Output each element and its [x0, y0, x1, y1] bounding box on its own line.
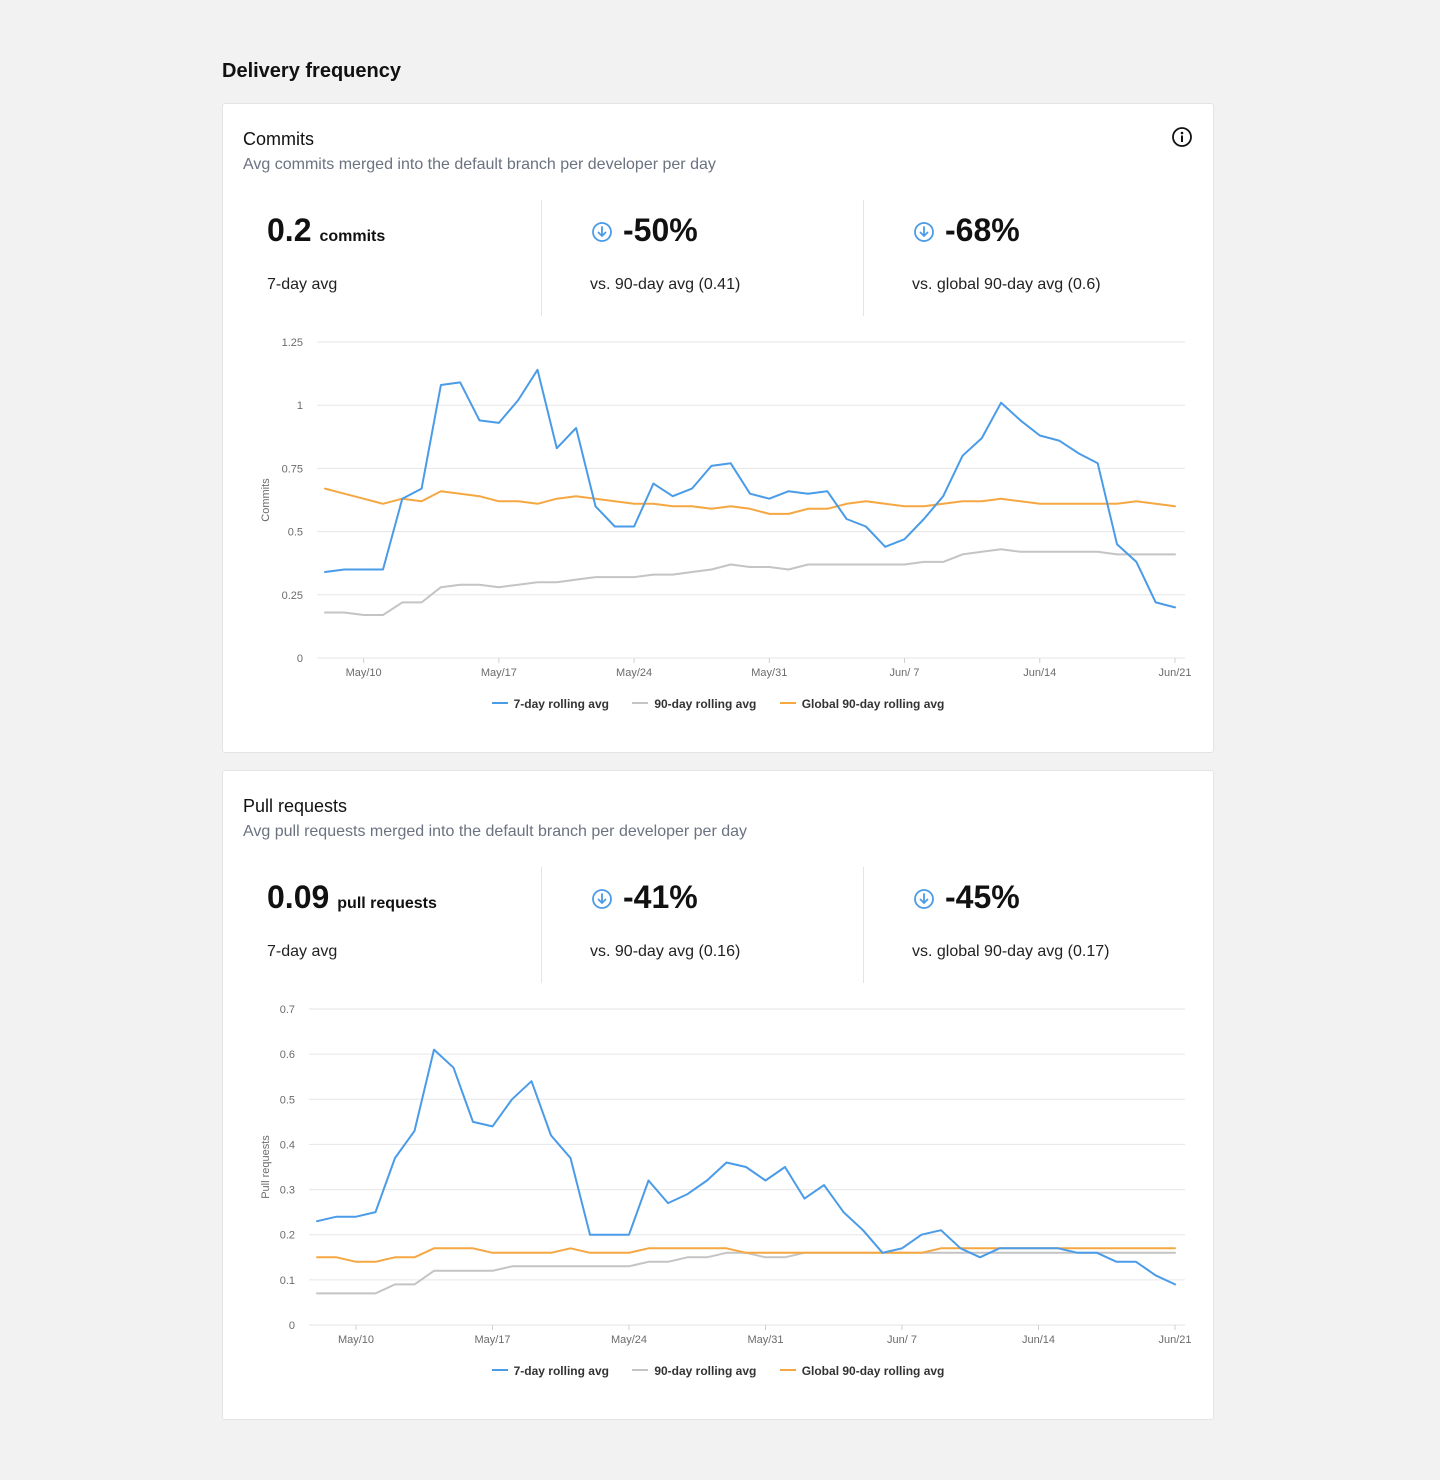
legend-item-90day[interactable]: 90-day rolling avg — [632, 1364, 756, 1378]
x-tick-label: May/24 — [611, 1334, 647, 1346]
legend-item-7day[interactable]: 7-day rolling avg — [491, 697, 609, 711]
y-axis-label: Commits — [260, 478, 272, 522]
commits-card: Commits Avg commits merged into the defa… — [222, 103, 1214, 753]
info-circle-icon[interactable] — [1171, 126, 1193, 148]
pull-requests-card: Pull requests Avg pull requests merged i… — [222, 770, 1214, 1420]
commits-chart: 0 0.25 0.5 0.75 1 1.25 May/10 May/17 May/24 May/3… — [223, 326, 1213, 726]
stat-label: 7-day avg — [267, 943, 338, 960]
x-tick-label: May/31 — [747, 1334, 783, 1346]
y-tick-label: 0.2 — [280, 1230, 295, 1242]
y-tick-label: 0.7 — [280, 1004, 295, 1016]
stat-value: 0.09 pull requests — [267, 879, 437, 915]
y-axis-label: Pull requests — [260, 1135, 272, 1199]
change-value: -41% — [623, 879, 698, 915]
card-subtitle: Avg commits merged into the default bran… — [243, 156, 716, 173]
legend-item-90day[interactable]: 90-day rolling avg — [632, 697, 756, 711]
series-7day-line[interactable] — [316, 1048, 1176, 1286]
change-value: -68% — [945, 212, 1020, 248]
stat-current: 0.09 pull requests 7-day avg — [267, 867, 537, 983]
y-tick-label: 0.5 — [288, 527, 303, 539]
x-tick-label: Jun/ 7 — [890, 667, 920, 679]
legend-item-7day[interactable]: 7-day rolling avg — [491, 1364, 609, 1378]
pull-requests-line-chart: 0 0.1 0.2 0.3 0.4 0.5 0.6 0.7 May/10 May/17 May/24… — [260, 1004, 1192, 1346]
x-tick-label: May/17 — [481, 667, 517, 679]
series-global-line[interactable] — [324, 487, 1176, 515]
stat-value: 0.2 commits — [267, 212, 386, 248]
card-title: Pull requests — [243, 796, 348, 816]
y-tick-label: 0.75 — [282, 463, 303, 475]
stat-vs-90day: -50% vs. 90-day avg (0.41) — [541, 200, 862, 316]
series-global-line[interactable] — [316, 1247, 1176, 1263]
arrow-down-circle-icon — [592, 889, 612, 909]
stat-label: 7-day avg — [267, 276, 338, 293]
stat-unit: commits — [319, 228, 386, 245]
arrow-down-circle-icon — [592, 222, 612, 242]
stat-vs-global: -45% vs. global 90-day avg (0.17) — [863, 867, 1184, 983]
x-tick-label: May/17 — [474, 1334, 510, 1346]
stat-current: 0.2 commits 7-day avg — [267, 200, 537, 316]
card-title: Commits — [243, 129, 314, 149]
y-tick-label: 1.25 — [282, 337, 303, 349]
change-label: vs. global 90-day avg (0.6) — [912, 276, 1101, 293]
y-tick-label: 0.4 — [280, 1139, 295, 1151]
x-tick-label: Jun/21 — [1158, 667, 1191, 679]
pull-requests-chart: 0 0.1 0.2 0.3 0.4 0.5 0.6 0.7 May/10 May/17 May/24… — [223, 993, 1213, 1393]
stat-vs-global: -68% vs. global 90-day avg (0.6) — [863, 200, 1184, 316]
stats-row: 0.09 pull requests 7-day avg -41% vs. 90-… — [223, 867, 1213, 983]
stat-unit: pull requests — [337, 895, 437, 912]
y-tick-label: 0.6 — [280, 1049, 295, 1061]
change-label: vs. global 90-day avg (0.17) — [912, 943, 1110, 960]
y-tick-label: 0 — [297, 653, 303, 665]
x-tick-label: Jun/14 — [1023, 667, 1056, 679]
change-value: -45% — [945, 879, 1020, 915]
x-tick-label: May/24 — [616, 667, 652, 679]
arrow-down-circle-icon — [914, 222, 934, 242]
x-tick-label: Jun/21 — [1158, 1334, 1191, 1346]
x-tick-label: May/31 — [751, 667, 787, 679]
x-tick-label: May/10 — [338, 1334, 374, 1346]
y-tick-label: 0.25 — [282, 590, 303, 602]
commits-line-chart: 0 0.25 0.5 0.75 1 1.25 May/10 May/17 May/24 May/3… — [260, 337, 1192, 679]
chart-legend: 7-day rolling avg 90-day rolling avg Glo… — [223, 697, 1213, 711]
card-subtitle: Avg pull requests merged into the defaul… — [243, 823, 748, 840]
change-label: vs. 90-day avg (0.16) — [590, 943, 741, 960]
y-tick-label: 0 — [289, 1320, 295, 1332]
series-90day-line[interactable] — [324, 548, 1176, 616]
x-tick-label: May/10 — [346, 667, 382, 679]
legend-item-global[interactable]: Global 90-day rolling avg — [779, 1364, 944, 1378]
legend-item-global[interactable]: Global 90-day rolling avg — [779, 697, 944, 711]
stats-row: 0.2 commits 7-day avg -50% vs. 90-day avg… — [223, 200, 1213, 316]
y-tick-label: 0.1 — [280, 1275, 295, 1287]
arrow-down-circle-icon — [914, 889, 934, 909]
series-7day-line[interactable] — [324, 368, 1176, 609]
y-tick-label: 0.3 — [280, 1185, 295, 1197]
change-value: -50% — [623, 212, 698, 248]
stat-vs-90day: -41% vs. 90-day avg (0.16) — [541, 867, 862, 983]
change-label: vs. 90-day avg (0.41) — [590, 276, 741, 293]
x-tick-label: Jun/14 — [1022, 1334, 1055, 1346]
x-tick-label: Jun/ 7 — [887, 1334, 917, 1346]
y-tick-label: 0.5 — [280, 1094, 295, 1106]
y-tick-label: 1 — [297, 400, 303, 412]
page-title: Delivery frequency — [222, 60, 401, 82]
chart-legend: 7-day rolling avg 90-day rolling avg Glo… — [223, 1364, 1213, 1378]
series-90day-line[interactable] — [316, 1251, 1176, 1295]
